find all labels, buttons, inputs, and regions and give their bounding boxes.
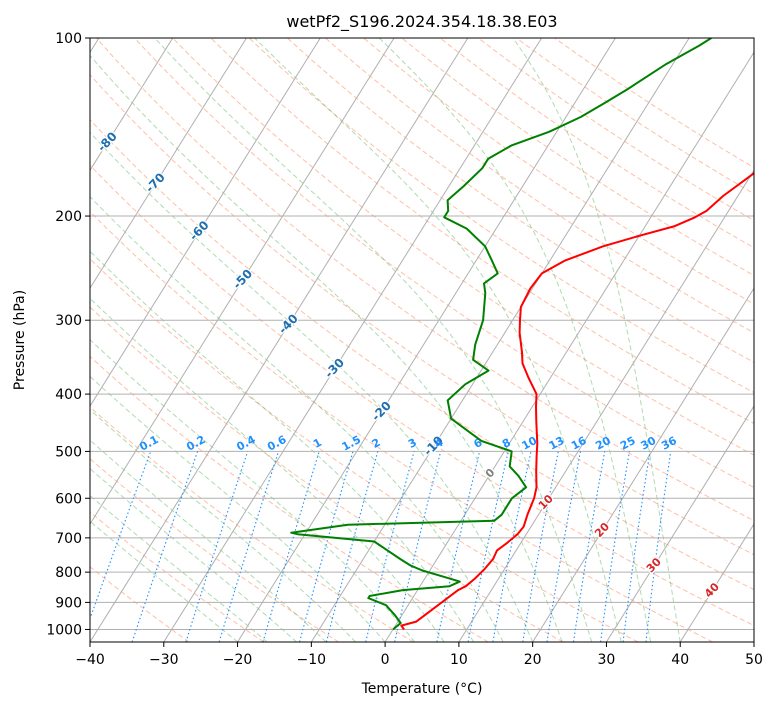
mixing-ratio-label: 36	[659, 434, 679, 453]
x-tick-label: 50	[745, 652, 763, 668]
dry-adiabat-line	[90, 210, 713, 642]
moist-adiabat-line	[90, 54, 563, 642]
mixing-ratio-line	[262, 451, 320, 642]
moist-adiabat-line	[90, 494, 268, 642]
mixing-ratio-label: 13	[547, 434, 567, 453]
isotherm-line	[384, 51, 754, 642]
x-tick-label: −40	[75, 652, 105, 668]
mixing-ratio-line	[185, 451, 249, 642]
mixing-ratio-line	[365, 451, 415, 642]
mixing-ratio-label: 30	[639, 434, 659, 453]
mixing-ratio-line	[645, 451, 672, 642]
mixing-ratio-line	[600, 451, 631, 642]
moist-adiabat-line	[90, 409, 356, 642]
y-tick-label: 600	[55, 491, 82, 507]
y-tick-label: 100	[55, 31, 82, 47]
y-tick-label: 800	[55, 565, 82, 581]
dry-adiabat-line	[90, 458, 339, 642]
mixing-ratio-label: 20	[593, 434, 613, 453]
moist-adiabat-line	[90, 439, 327, 642]
chart-title: wetPf2_S196.2024.354.18.38.E03	[286, 12, 557, 32]
dry-adiabat-line	[172, 38, 754, 456]
dry-adiabat-line	[210, 38, 754, 425]
y-tick-label: 900	[55, 595, 82, 611]
y-axis: 1000 900 800 700 600 500 400 300 200 100	[46, 31, 90, 638]
x-tick-label: −10	[297, 652, 327, 668]
mixing-ratio-line	[622, 451, 651, 642]
moist-adiabat-line	[154, 38, 593, 642]
isotherm-line	[90, 38, 321, 408]
isotherm-line	[458, 169, 754, 642]
moist-adiabat-line	[512, 38, 681, 642]
moist-adiabat-line	[90, 339, 415, 642]
mixing-ratio-line	[218, 451, 280, 642]
x-tick-label: 40	[671, 652, 689, 668]
isotherm-line	[237, 38, 616, 642]
dry-adiabat-line	[90, 118, 754, 591]
isotherm-line	[90, 38, 174, 172]
x-tick-label: 20	[524, 652, 542, 668]
y-tick-label: 1000	[46, 622, 82, 638]
y-tick-label: 500	[55, 444, 82, 460]
isotherm-line	[90, 38, 247, 290]
x-tick-label: 30	[598, 652, 616, 668]
mixing-ratio-label: 10	[520, 434, 540, 453]
mixing-ratio-line	[325, 451, 379, 642]
moist-adiabat-line	[90, 195, 504, 642]
y-tick-label: 700	[55, 531, 82, 547]
isotherm-line	[532, 287, 754, 642]
x-tick-label: 0	[381, 652, 390, 668]
isotherm-line	[606, 405, 754, 642]
x-axis-label: Temperature (°C)	[361, 681, 483, 697]
dry-adiabat-line	[90, 511, 265, 642]
dry-adiabat-line	[90, 355, 489, 642]
mixing-ratio-line	[572, 451, 606, 642]
dry-adiabat-line	[95, 38, 754, 522]
mixing-ratio-line	[131, 451, 199, 642]
y-axis-label: Pressure (hPa)	[12, 290, 28, 390]
isotherm-line	[679, 523, 754, 642]
y-tick-label: 400	[55, 387, 82, 403]
dry-adiabat-line	[325, 38, 754, 334]
dry-adiabat-line	[90, 74, 754, 556]
moist-adiabat-line	[90, 297, 445, 642]
y-tick-label: 200	[55, 209, 82, 225]
mixing-ratio-label: 16	[569, 434, 589, 453]
y-tick-label: 300	[55, 313, 82, 329]
moist-adiabat-line	[90, 375, 386, 642]
moist-adiabat-line	[90, 131, 534, 642]
isotherm-line	[90, 38, 469, 642]
x-axis: −40 −30 −20 −10 0 10 20 30 40 50	[75, 642, 763, 668]
isotherm-line	[163, 38, 543, 642]
mixing-ratio-line	[299, 451, 354, 642]
dry-adiabat-line	[363, 38, 754, 305]
moist-adiabat-line	[90, 250, 475, 642]
x-tick-label: −30	[149, 652, 179, 668]
dry-adiabat-line	[134, 38, 754, 489]
background-lines	[90, 38, 754, 642]
mixing-ratio-labels: 0.1 0.2 0.4 0.6 1 1.5 2 3 4 6 8 10 13 16 20 25 30 36	[137, 433, 679, 454]
dry-adiabat-line	[286, 38, 754, 363]
dewpoint-profile-line	[290, 38, 712, 631]
temperature-profile-line	[400, 171, 754, 631]
mixing-ratio-line	[394, 451, 442, 642]
isotherm-line	[90, 38, 395, 526]
moist-adiabat-line	[90, 468, 297, 642]
profile-series	[290, 38, 754, 631]
moist-adiabat-line	[378, 38, 652, 642]
plot-frame	[89, 37, 755, 643]
x-tick-label: 10	[450, 652, 468, 668]
mixing-ratio-label: 25	[618, 434, 638, 453]
dry-adiabat-line	[90, 258, 639, 642]
x-tick-label: −20	[223, 652, 253, 668]
